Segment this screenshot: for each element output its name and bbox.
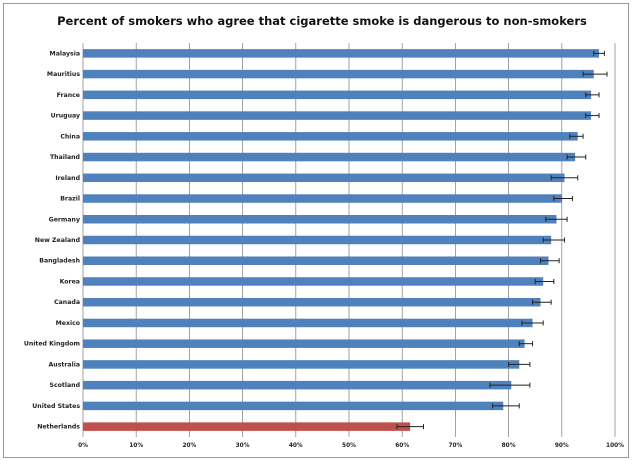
bar	[83, 256, 549, 265]
error-bar	[532, 299, 552, 305]
category-label: United States	[32, 403, 80, 410]
category-label: United Kingdom	[24, 341, 80, 348]
category-label: Mauritius	[47, 71, 80, 78]
category-label: New Zealand	[35, 237, 80, 244]
category-label: Scotland	[50, 382, 80, 389]
bar	[83, 401, 504, 411]
error-bar	[396, 424, 424, 430]
chart-title: Percent of smokers who agree that cigare…	[57, 14, 587, 28]
x-tick-label: 20%	[182, 443, 196, 449]
bar	[83, 90, 592, 100]
bar	[83, 277, 544, 286]
category-label: Australia	[49, 361, 80, 368]
error-bars	[396, 50, 608, 430]
category-label: Brazil	[60, 196, 80, 203]
error-bar	[492, 403, 520, 409]
error-bar	[566, 154, 587, 160]
bar	[83, 69, 594, 79]
bar	[83, 235, 552, 245]
category-label: France	[57, 92, 80, 99]
error-bar	[593, 50, 605, 56]
x-tick-labels: 0% 10% 20% 30% 40% 50% 60% 70% 80% 90% 100%	[78, 443, 624, 449]
error-bar	[508, 361, 531, 367]
bar	[83, 360, 520, 369]
category-label: China	[60, 133, 80, 140]
error-bar	[545, 216, 568, 222]
error-bar	[489, 382, 531, 388]
x-tick-label: 0%	[78, 443, 88, 449]
category-label: Bangladesh	[39, 258, 80, 265]
x-tick-label: 30%	[236, 443, 250, 449]
category-label: Korea	[60, 278, 80, 285]
bar	[83, 318, 533, 328]
category-label: Canada	[54, 299, 80, 306]
error-bar	[518, 341, 534, 347]
error-bar	[550, 175, 579, 181]
category-label: Mexico	[56, 320, 80, 327]
x-tick-label: 10%	[129, 443, 143, 449]
bar	[83, 297, 541, 307]
error-bar	[534, 278, 555, 284]
x-tick-label: 60%	[395, 443, 409, 449]
bar	[83, 132, 578, 141]
category-labels: Malaysia Mauritius France Uruguay China Thail…	[24, 50, 80, 430]
category-label: Uruguay	[51, 113, 80, 120]
bar	[83, 173, 565, 183]
error-bar	[542, 237, 565, 243]
bar	[83, 49, 600, 58]
bar	[83, 152, 576, 162]
error-bar	[521, 320, 544, 326]
x-tick-label: 90%	[555, 443, 569, 449]
x-tick-label: 100%	[606, 443, 624, 449]
error-bar	[585, 113, 600, 119]
bar	[83, 380, 512, 390]
error-bar	[569, 133, 584, 139]
error-bar	[585, 92, 600, 98]
error-bar	[553, 196, 573, 202]
category-label: Netherlands	[37, 424, 80, 431]
bars	[83, 49, 600, 431]
error-bar	[582, 71, 608, 77]
bar	[83, 215, 557, 224]
category-label: Germany	[49, 216, 80, 223]
x-tick-label: 80%	[502, 443, 516, 449]
x-tick-label: 40%	[289, 443, 303, 449]
x-tick-label: 50%	[342, 443, 356, 449]
error-bar	[540, 258, 560, 264]
x-tick-label: 70%	[448, 443, 462, 449]
bar	[83, 111, 592, 120]
bar	[83, 422, 411, 431]
category-label: Thailand	[50, 154, 80, 161]
category-label: Ireland	[55, 175, 80, 182]
bar	[83, 339, 525, 348]
bar	[83, 194, 562, 203]
category-label: Malaysia	[50, 50, 80, 57]
